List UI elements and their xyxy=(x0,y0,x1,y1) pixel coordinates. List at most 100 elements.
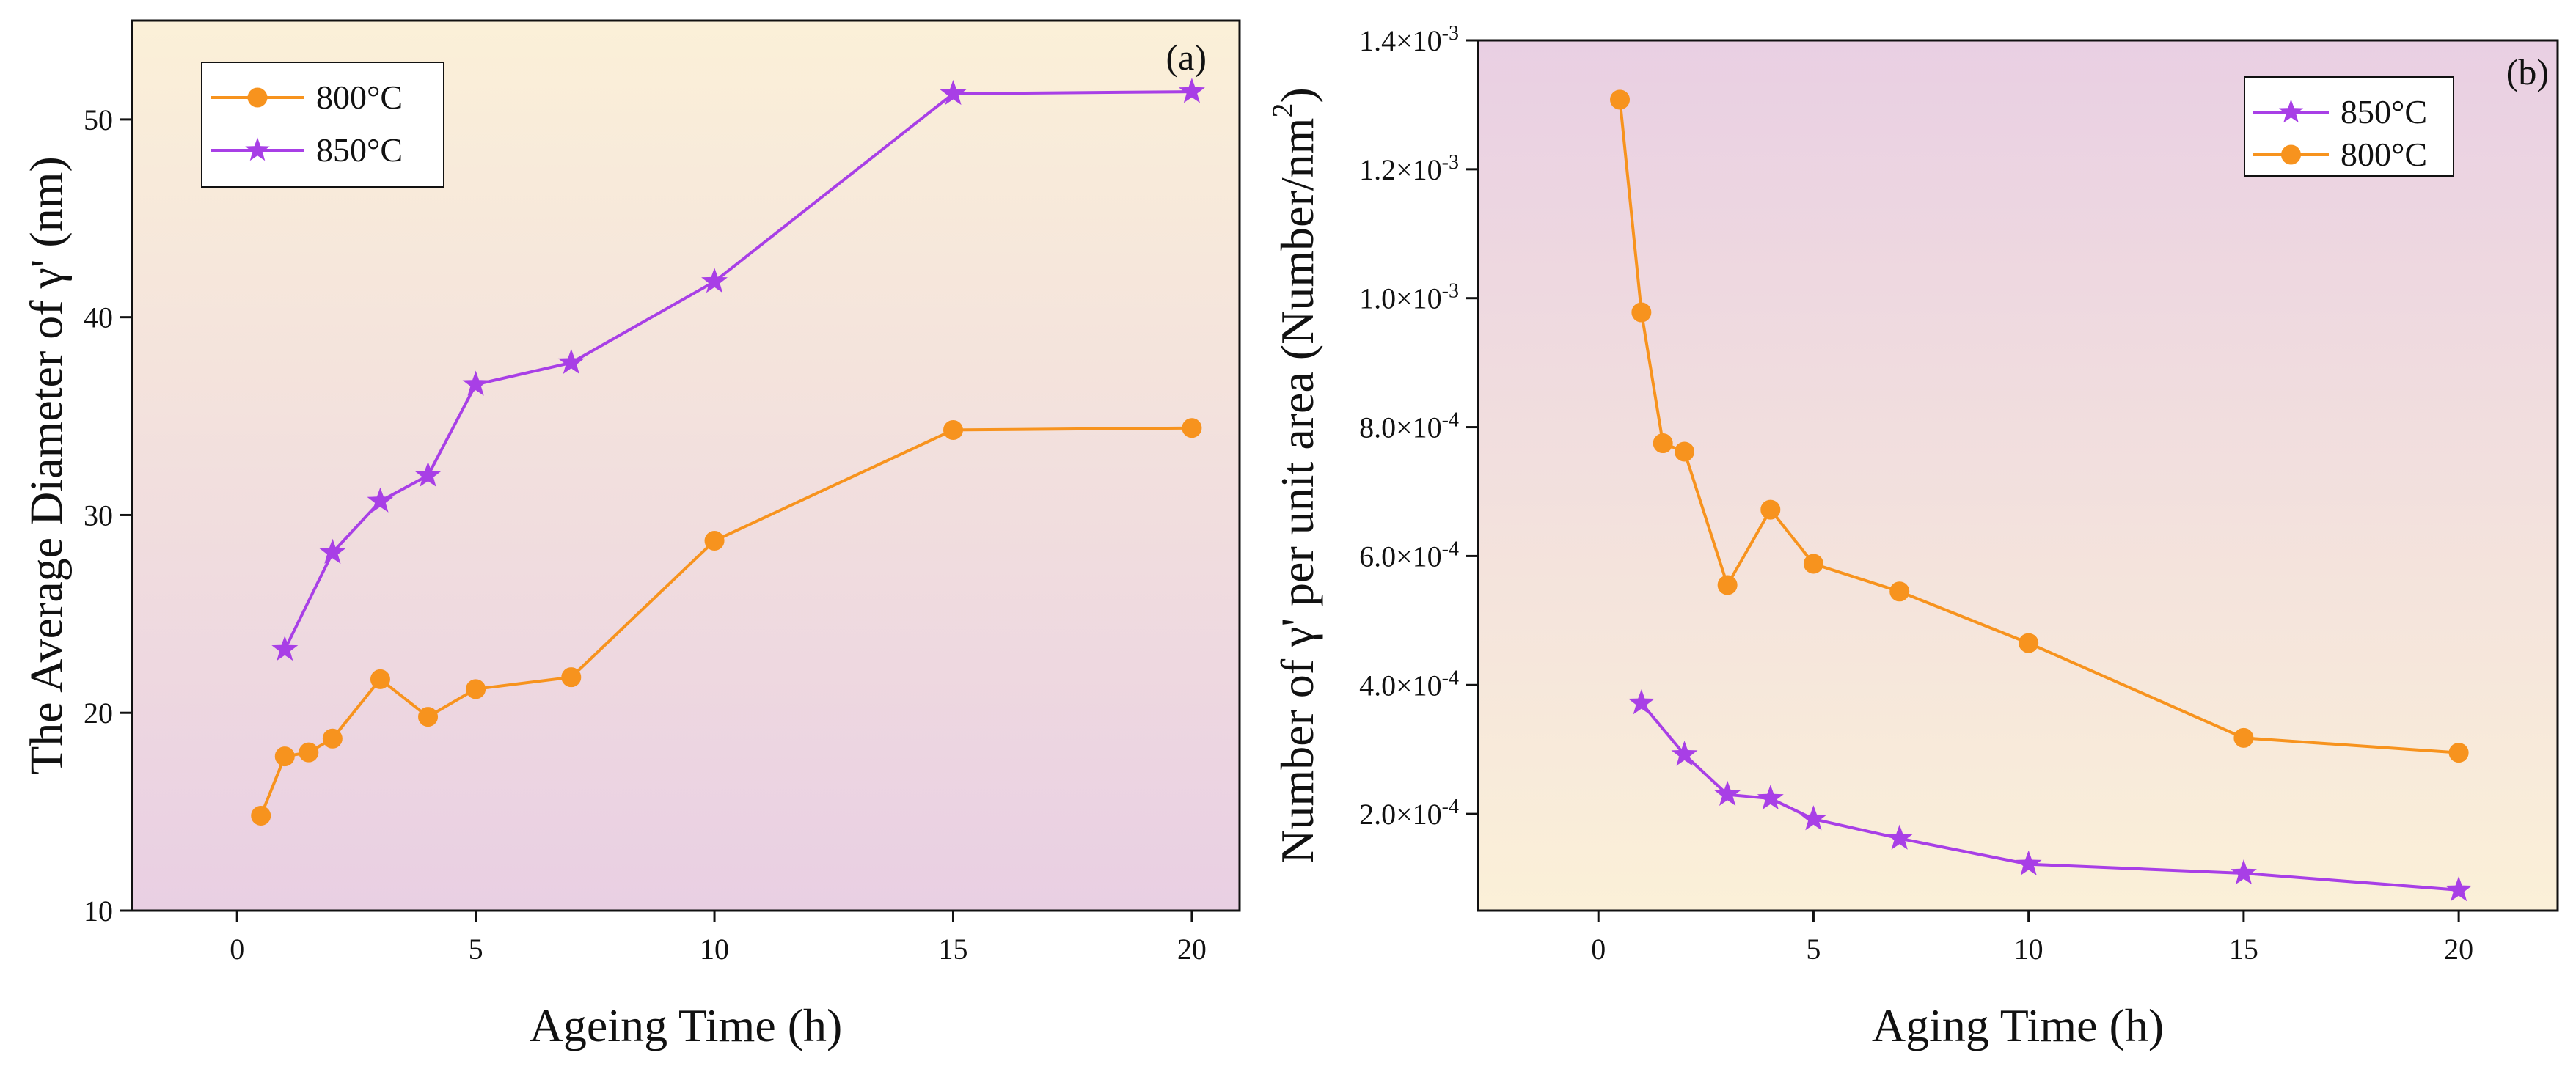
panel-a-x-axis-title: Ageing Time (h) xyxy=(530,999,843,1051)
y-tick-label: 1.0×10-3 xyxy=(1359,279,1459,315)
data-point xyxy=(1757,785,1784,810)
data-point xyxy=(1182,418,1202,438)
data-point xyxy=(370,669,390,689)
panel-b-y-axis-title: Number of γ' per unit area (Number/nm2) xyxy=(1266,87,1323,864)
data-point xyxy=(2019,633,2039,653)
legend-box xyxy=(201,62,444,188)
panel-b-y-axis-title-main: Number of γ' per unit area (Number/nm xyxy=(1271,118,1323,864)
y-tick-mantissa: 1.0×10 xyxy=(1359,282,1442,315)
legend-label: 850°C xyxy=(316,131,403,169)
panel-b-y-axis-title-end: ) xyxy=(1271,87,1323,103)
panel-a-chart: 0 5 10 15 20 10 20 30 40 50 800°C 850°C (a) Ageing… xyxy=(21,19,1241,1051)
y-tick-exponent: -3 xyxy=(1442,279,1459,302)
data-point xyxy=(943,419,963,440)
data-point xyxy=(462,370,489,396)
data-point xyxy=(2015,850,2042,875)
y-tick-label: 4.0×10-4 xyxy=(1359,666,1459,702)
data-point xyxy=(2448,743,2469,763)
legend-label: 800°C xyxy=(2341,136,2427,173)
data-point xyxy=(1628,689,1655,715)
data-point xyxy=(1714,780,1741,806)
y-tick-exponent: -4 xyxy=(1442,408,1459,431)
x-tick-label: 0 xyxy=(230,933,244,966)
y-tick-exponent: -4 xyxy=(1442,666,1459,689)
panel-b-legend: 850°C 800°C xyxy=(2244,76,2454,177)
panel-b-plot-area xyxy=(1478,40,2558,911)
x-tick-label: 20 xyxy=(2444,933,2473,966)
data-point xyxy=(1889,581,1910,602)
panel-b-y-axis-title-sup: 2 xyxy=(1266,103,1299,118)
panel-a-series-markers xyxy=(251,78,1205,826)
legend-marker xyxy=(245,137,270,161)
data-point xyxy=(704,531,725,551)
panel-b-frame xyxy=(1477,39,2559,912)
data-point xyxy=(1803,554,1823,574)
panel-a-label: (a) xyxy=(1166,37,1207,78)
y-tick-mantissa: 8.0×10 xyxy=(1359,411,1442,444)
data-point xyxy=(1886,824,1913,850)
data-point xyxy=(2445,876,2473,902)
y-tick-label: 2.0×10-4 xyxy=(1359,796,1459,831)
data-point xyxy=(1631,302,1652,323)
panel-a-ticks: 0 5 10 15 20 10 20 30 40 50 xyxy=(84,103,1207,966)
data-point xyxy=(271,636,299,661)
x-tick-label: 20 xyxy=(1177,933,1207,966)
data-point xyxy=(274,746,295,767)
y-tick-mantissa: 6.0×10 xyxy=(1359,540,1442,573)
legend-marker xyxy=(247,87,268,108)
y-tick-label: 1.4×10-3 xyxy=(1359,22,1459,58)
x-tick-label: 0 xyxy=(1591,933,1606,966)
panel-b-series-markers xyxy=(1610,89,2473,902)
x-tick-label: 10 xyxy=(2014,933,2043,966)
data-point xyxy=(466,679,486,699)
x-tick-label: 15 xyxy=(2229,933,2258,966)
panel-a-legend: 800°C 850°C xyxy=(201,62,444,188)
y-tick-mantissa: 1.4×10 xyxy=(1359,24,1442,57)
data-point xyxy=(940,79,967,106)
y-tick-label: 10 xyxy=(84,894,113,927)
y-tick-label: 30 xyxy=(84,499,113,532)
data-point xyxy=(1800,805,1827,831)
y-tick-exponent: -3 xyxy=(1442,150,1459,173)
panel-b-ticks: 0 5 10 15 202.0×10-44.0×10-46.0×10-48.0×10-4… xyxy=(1359,22,2473,966)
legend-label: 800°C xyxy=(316,78,403,116)
panel-b-chart: 0 5 10 15 202.0×10-44.0×10-46.0×10-48.0×10-4… xyxy=(1266,22,2559,1051)
y-tick-label: 40 xyxy=(84,301,113,334)
x-tick-label: 15 xyxy=(938,933,967,966)
y-tick-exponent: -3 xyxy=(1442,22,1459,45)
y-tick-mantissa: 4.0×10 xyxy=(1359,669,1442,702)
x-tick-label: 10 xyxy=(700,933,729,966)
legend-marker xyxy=(2281,144,2301,165)
data-point xyxy=(319,538,346,564)
x-tick-label: 5 xyxy=(1806,933,1821,966)
panel-a-frame xyxy=(131,19,1241,912)
data-point xyxy=(414,461,442,487)
panel-b-label: (b) xyxy=(2506,51,2549,92)
data-point xyxy=(299,742,319,763)
data-point xyxy=(1653,433,1673,454)
data-point xyxy=(2230,859,2257,885)
panel-a-y-axis-title: The Average Diameter of γ' (nm) xyxy=(21,156,73,775)
data-point xyxy=(1610,89,1631,110)
y-tick-exponent: -4 xyxy=(1442,796,1459,818)
data-point xyxy=(1671,741,1698,766)
legend-marker xyxy=(2278,99,2304,123)
data-point xyxy=(322,728,343,749)
data-point xyxy=(557,348,585,374)
data-point xyxy=(1760,499,1781,520)
y-tick-exponent: -4 xyxy=(1442,537,1459,560)
legend-label: 850°C xyxy=(2341,93,2427,131)
legend-box xyxy=(2244,76,2454,177)
y-tick-label: 1.2×10-3 xyxy=(1359,150,1459,186)
data-point xyxy=(1178,78,1205,103)
data-point xyxy=(1717,575,1738,595)
panel-b-x-axis-title: Aging Time (h) xyxy=(1872,999,2164,1051)
data-point xyxy=(1674,441,1694,462)
x-tick-label: 5 xyxy=(469,933,483,966)
data-point xyxy=(251,806,271,826)
y-tick-mantissa: 2.0×10 xyxy=(1359,798,1442,831)
data-point xyxy=(367,487,394,513)
y-tick-label: 8.0×10-4 xyxy=(1359,408,1459,444)
data-point xyxy=(561,667,582,688)
y-tick-mantissa: 1.2×10 xyxy=(1359,153,1442,186)
